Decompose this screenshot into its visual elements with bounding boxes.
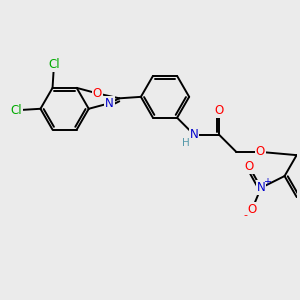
Text: O: O	[244, 160, 254, 173]
Text: O: O	[92, 87, 102, 100]
Text: N: N	[105, 97, 114, 110]
Text: Cl: Cl	[48, 58, 60, 71]
Text: Cl: Cl	[11, 104, 22, 117]
Text: +: +	[263, 177, 272, 187]
Text: H: H	[182, 138, 190, 148]
Text: N: N	[256, 181, 266, 194]
Text: O: O	[214, 104, 224, 117]
Text: -: -	[244, 210, 248, 220]
Text: O: O	[256, 146, 265, 158]
Text: N: N	[190, 128, 199, 141]
Text: O: O	[248, 202, 257, 215]
